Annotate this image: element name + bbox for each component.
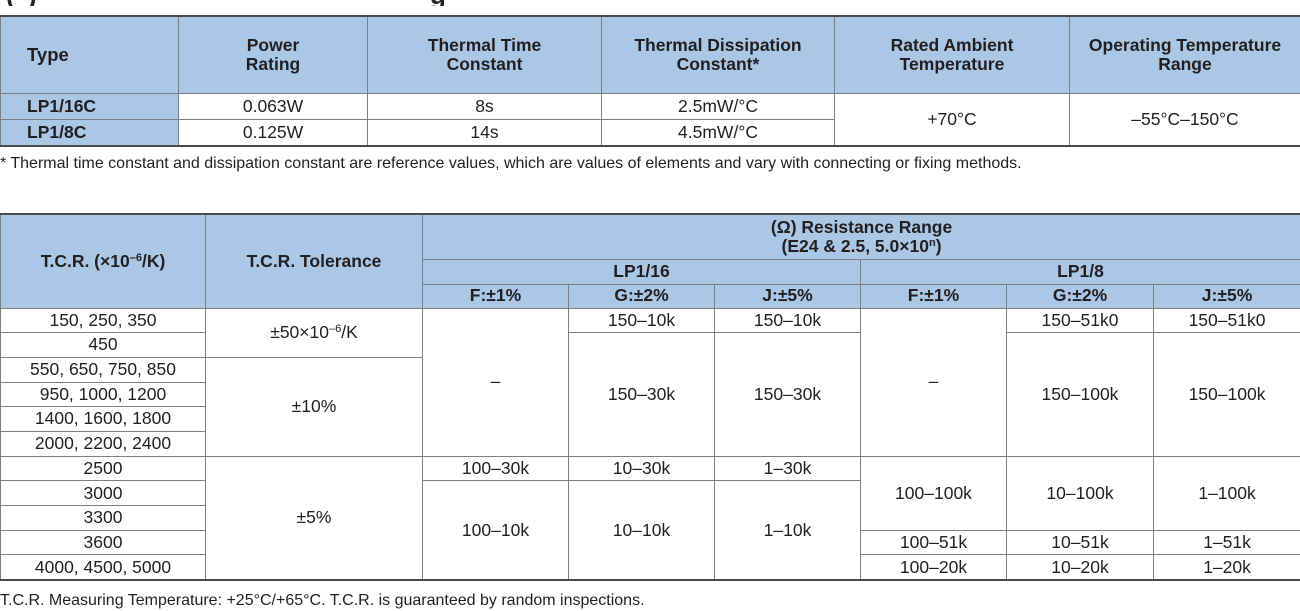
tcr-value: 4000, 4500, 5000	[0, 554, 206, 581]
lp116-g-cell: 150–30k	[568, 332, 715, 457]
section-title-fragment: ( ) g	[0, 0, 1300, 6]
tdc-cell: 4.5mW/°C	[601, 119, 835, 147]
lp18-g-cell: 10–20k	[1006, 554, 1154, 581]
lp116-j-cell: 150–10k	[714, 307, 861, 334]
tcr-footnote: T.C.R. Measuring Temperature: +25°C/+65°…	[0, 592, 645, 609]
tdc-cell: 2.5mW/°C	[601, 93, 835, 120]
operating-range-header: Operating Temperature Range	[1069, 15, 1300, 94]
lp18-j-cell: 1–51k	[1152, 529, 1300, 556]
tcr-value: 3600	[0, 529, 206, 556]
tcr-value: 2500	[0, 455, 206, 482]
lp116-g-cell: 10–30k	[568, 455, 715, 482]
tcr-value: 550, 650, 750, 850	[0, 356, 206, 383]
power-cell: 0.125W	[178, 119, 368, 147]
lp18-j-cell: 150–100k	[1152, 332, 1300, 457]
lp116-f-cell: 100–30k	[422, 455, 569, 482]
type-cell: LP1/16C	[0, 93, 179, 120]
spec-table: Type Power Rating Thermal Time Constant Th…	[0, 15, 1300, 147]
g-tolerance-header: G:±2%	[568, 283, 715, 309]
g-tolerance-header: G:±2%	[1006, 283, 1154, 309]
lp18-j-cell: 150–51k0	[1152, 307, 1300, 334]
table-row: 150, 250, 350 ±50×10–6/K – 150–10k 150–1…	[0, 307, 1300, 457]
lp18-group-header: LP1/8	[859, 258, 1300, 285]
type-header: Type	[0, 15, 179, 94]
resistance-range-header: (Ω) Resistance Range (E24 & 2.5, 5.0×10n)	[421, 213, 1300, 260]
power-cell: 0.063W	[178, 93, 368, 120]
rated-ambient-cell: +70°C	[834, 93, 1070, 147]
lp18-g-cell: 150–51k0	[1006, 307, 1154, 334]
thermal-dissipation-constant-header: Thermal Dissipation Constant*	[601, 15, 835, 94]
lp116-j-cell: 1–30k	[714, 455, 861, 482]
tolerance-cell: ±10%	[205, 356, 423, 457]
tcr-header-row-1: T.C.R. (×10–6/K) T.C.R. Tolerance (Ω) Re…	[0, 213, 1300, 309]
lp18-f-cell: 100–51k	[860, 529, 1007, 556]
lp18-f-cell: 100–20k	[860, 554, 1007, 581]
tcr-value: 450	[0, 332, 206, 358]
tcr-value: 3000	[0, 480, 206, 506]
type-cell: LP1/8C	[0, 119, 179, 147]
lp116-j-cell: 1–10k	[714, 480, 861, 581]
tolerance-cell: ±50×10–6/K	[205, 307, 423, 358]
lp116-g-cell: 10–10k	[568, 480, 715, 581]
lp18-f-cell: –	[860, 307, 1007, 457]
table-row: 2500 ±5% 100–30k 10–30k 1–30k 100–100k 1…	[0, 455, 1300, 581]
operating-range-cell: –55°C–150°C	[1069, 93, 1300, 147]
lp116-g-cell: 150–10k	[568, 307, 715, 334]
ttc-cell: 8s	[367, 93, 602, 120]
table-row: LP1/16C 0.063W 8s 2.5mW/°C +70°C –55°C–1…	[0, 93, 1300, 147]
table-row: 2000, 2200, 2400	[0, 430, 1300, 457]
tcr-header-row-3: F:±1% G:±2% J:±5% F:±1% G:±2% J:±5%	[1, 283, 1300, 309]
lp18-g-cell: 10–51k	[1006, 529, 1154, 556]
table-row: 3000 100–10k 10–10k 1–10k	[0, 480, 1300, 581]
rated-ambient-header: Rated Ambient Temperature	[834, 15, 1070, 94]
lp18-j-cell: 1–20k	[1152, 554, 1300, 581]
ttc-cell: 14s	[367, 119, 602, 147]
tcr-tolerance-header: T.C.R. Tolerance	[205, 213, 423, 309]
spec-footnote: * Thermal time constant and dissipation …	[0, 155, 1022, 172]
j-tolerance-header: J:±5%	[1152, 283, 1300, 309]
lp116-f-cell: 100–10k	[422, 480, 569, 581]
tcr-value: 3300	[0, 505, 206, 531]
tcr-value: 1400, 1600, 1800	[0, 406, 206, 432]
table-row: 1400, 1600, 1800	[0, 406, 1300, 432]
tcr-header: T.C.R. (×10–6/K)	[0, 213, 206, 309]
lp116-f-cell: –	[422, 307, 569, 457]
tcr-value: 2000, 2200, 2400	[0, 430, 206, 457]
lp18-g-cell: 10–100k	[1006, 455, 1154, 531]
thermal-time-constant-header: Thermal Time Constant	[367, 15, 602, 94]
tcr-value: 950, 1000, 1200	[0, 381, 206, 408]
f-tolerance-header: F:±1%	[422, 283, 569, 309]
table-row: 450 150–30k 150–30k 150–100k 150–100k	[0, 332, 1300, 457]
table-row: 550, 650, 750, 850 ±10%	[0, 356, 1300, 457]
lp116-j-cell: 150–30k	[714, 332, 861, 457]
lp18-g-cell: 150–100k	[1006, 332, 1154, 457]
tcr-header-row-2: LP1/16 LP1/8	[1, 258, 1300, 285]
tcr-value: 150, 250, 350	[0, 307, 206, 334]
lp116-group-header: LP1/16	[422, 258, 861, 285]
f-tolerance-header: F:±1%	[860, 283, 1007, 309]
lp18-f-cell: 100–100k	[860, 455, 1007, 531]
power-rating-header: Power Rating	[178, 15, 368, 94]
j-tolerance-header: J:±5%	[714, 283, 861, 309]
tcr-table: T.C.R. (×10–6/K) T.C.R. Tolerance (Ω) Re…	[0, 213, 1300, 582]
table-row: LP1/8C 0.125W 14s 4.5mW/°C	[0, 119, 1300, 147]
tolerance-cell: ±5%	[205, 455, 423, 581]
table-row: 4000, 4500, 5000 100–20k 10–20k 1–20k	[0, 554, 1300, 581]
lp18-j-cell: 1–100k	[1152, 455, 1300, 531]
spec-header-row: Type Power Rating Thermal Time Constant Th…	[0, 15, 1300, 94]
